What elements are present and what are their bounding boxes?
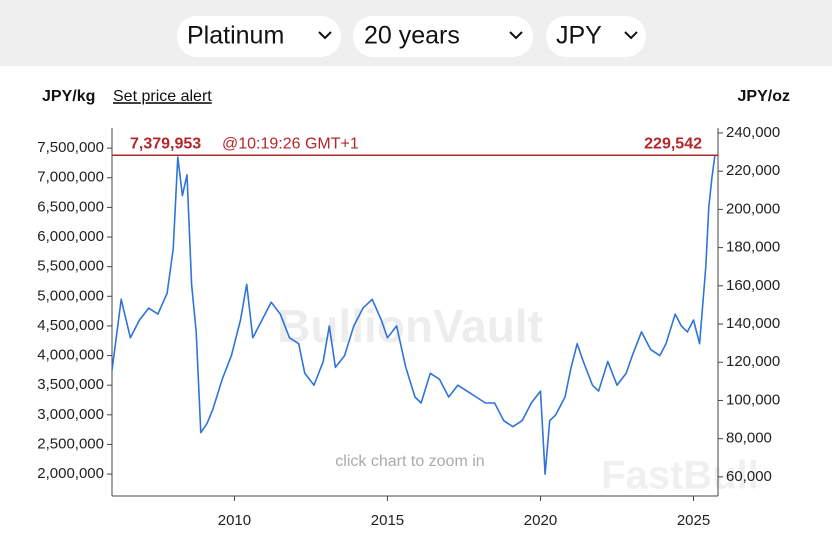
y-tick-label: 5,000,000 <box>37 287 104 304</box>
y-tick-label: 6,000,000 <box>37 228 104 245</box>
current-oz-label: 229,542 <box>644 135 702 152</box>
x-tick-label: 2015 <box>371 512 404 529</box>
y-tick-label: 3,000,000 <box>37 406 104 423</box>
chevron <box>318 31 332 40</box>
x-tick-label: 2010 <box>218 512 251 529</box>
y-tick-label: 4,000,000 <box>37 347 104 364</box>
y2-tick-label: 80,000 <box>726 430 772 447</box>
y2-tick-label: 120,000 <box>726 353 780 370</box>
select-pill <box>353 16 533 57</box>
x-tick-label: 2025 <box>677 512 710 529</box>
zoom-hint: click chart to zoom in <box>335 453 484 470</box>
y-tick-label: 7,500,000 <box>37 139 104 156</box>
chevron <box>509 31 523 40</box>
x-tick-label: 2020 <box>524 512 557 529</box>
y2-axis-label: JPY/oz <box>738 88 790 105</box>
metal-select[interactable]: Platinum <box>177 16 341 57</box>
y2-tick-label: 100,000 <box>726 391 780 408</box>
select-text: 20 years <box>364 22 460 50</box>
select-pill <box>177 16 341 57</box>
y2-tick-label: 220,000 <box>726 162 780 179</box>
y2-tick-label: 160,000 <box>726 277 780 294</box>
y2-tick-label: 60,000 <box>726 468 772 485</box>
y2-tick-label: 140,000 <box>726 315 780 332</box>
y-tick-label: 6,500,000 <box>37 198 104 215</box>
y-tick-label: 3,500,000 <box>37 376 104 393</box>
price-line <box>111 155 716 475</box>
y2-tick-label: 240,000 <box>726 124 780 141</box>
y-tick-label: 7,000,000 <box>37 169 104 186</box>
y2-tick-label: 180,000 <box>726 239 780 256</box>
current-time-label: @10:19:26 GMT+1 <box>222 135 359 152</box>
price-alert-link[interactable]: Set price alert <box>113 88 212 105</box>
select-text: Platinum <box>187 22 284 50</box>
watermark: BullionVault <box>277 300 543 352</box>
select-pill <box>546 16 646 57</box>
y-tick-label: 4,500,000 <box>37 317 104 334</box>
current-price-label: 7,379,953 <box>130 135 201 152</box>
y-tick-label: 2,500,000 <box>37 435 104 452</box>
currency-select[interactable]: JPY <box>546 16 646 57</box>
y2-tick-label: 200,000 <box>726 200 780 217</box>
chevron <box>624 31 638 40</box>
select-text: JPY <box>556 22 602 50</box>
y-axis-label: JPY/kg <box>42 88 95 105</box>
period-select[interactable]: 20 years <box>353 16 533 57</box>
y-tick-label: 2,000,000 <box>37 465 104 482</box>
overlay-watermark: FastBull <box>601 454 759 498</box>
y-tick-label: 5,500,000 <box>37 258 104 275</box>
